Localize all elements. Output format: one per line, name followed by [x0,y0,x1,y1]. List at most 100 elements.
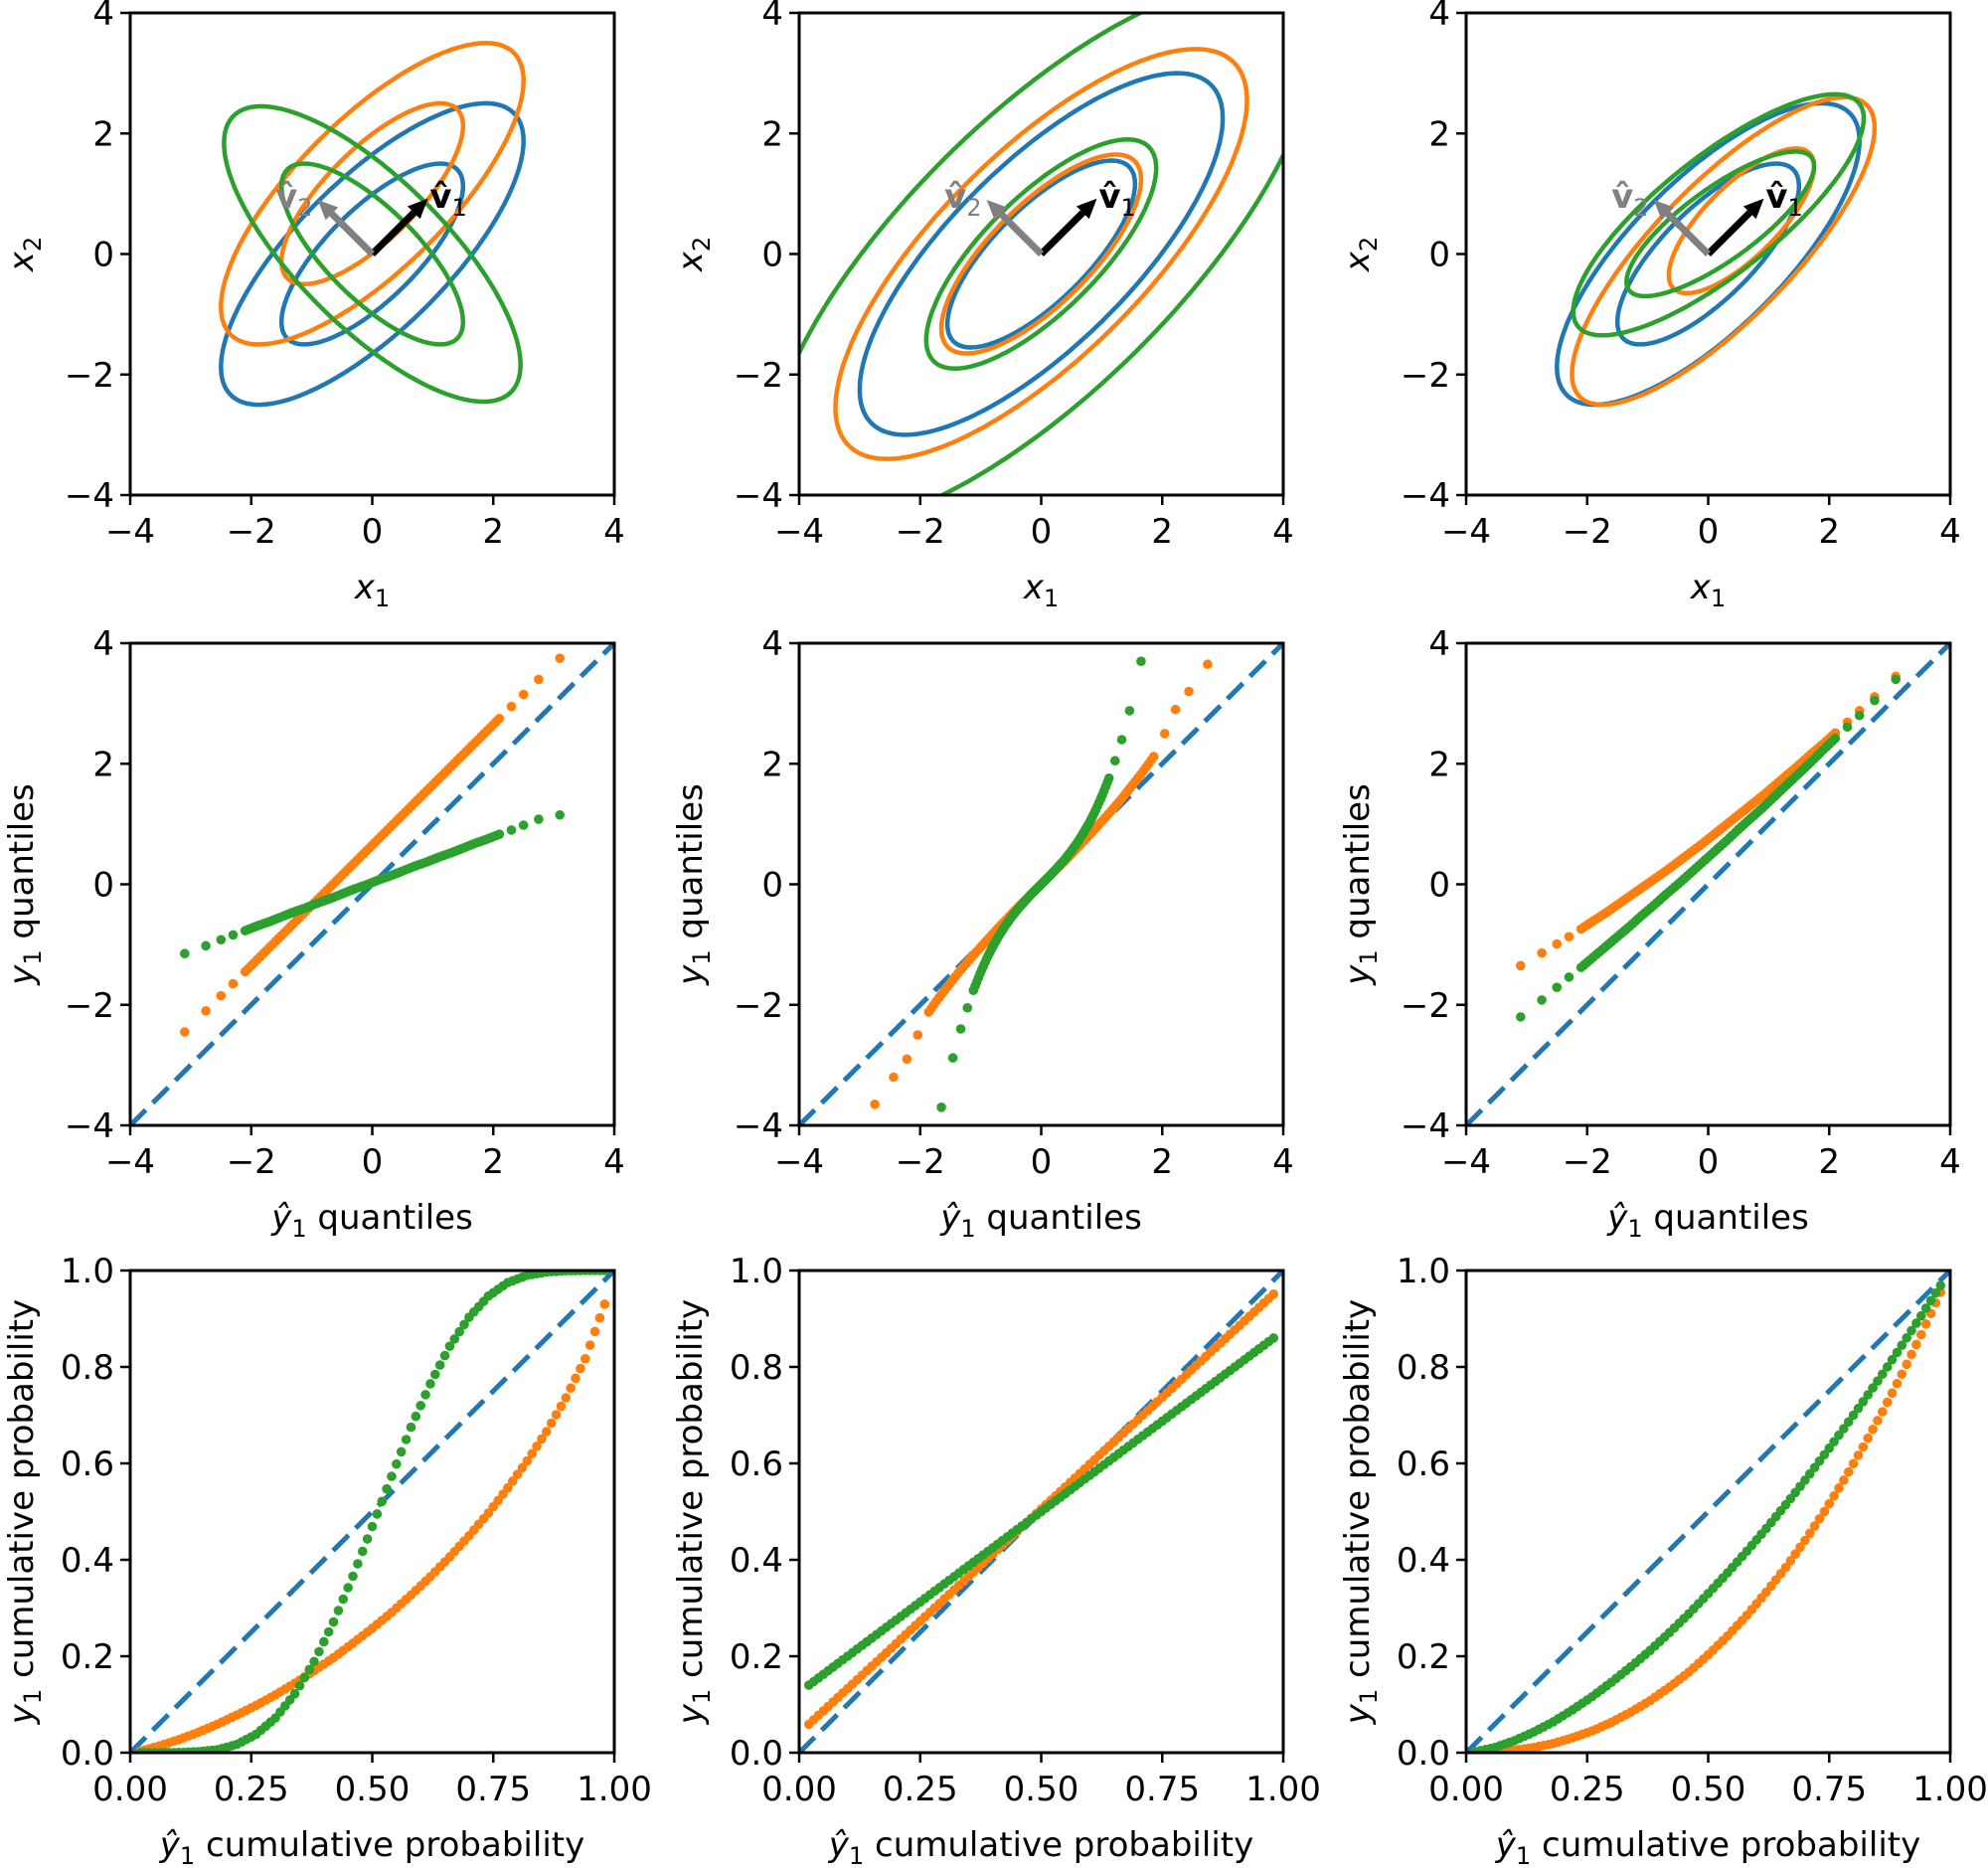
data-point [1854,710,1865,721]
data-point [1878,1369,1888,1380]
y-tick-label: 2 [1428,745,1450,784]
data-point [955,1024,966,1034]
x-tick-label: 0.75 [1124,1770,1200,1809]
plot-area [1555,91,1878,408]
y-tick-label: 0.8 [61,1348,114,1388]
data-point [1873,1376,1883,1386]
y-tick-label: −4 [65,1106,114,1146]
y-tick-label: −2 [65,356,114,396]
x-tick-label: −4 [1441,1142,1491,1182]
data-point [420,1390,430,1400]
x-axis-label: ŷ1 quantiles [1606,1198,1809,1243]
data-point [1800,1535,1810,1546]
scatter-series [179,809,566,959]
data-point [494,713,505,724]
data-point [1848,1410,1859,1421]
y-tick-label: 2 [761,114,783,154]
data-point [1829,1490,1839,1501]
data-point [401,1435,412,1444]
x-tick-label: 1.00 [1245,1770,1321,1809]
y-tick-label: 0.0 [730,1734,783,1774]
scatter-series [179,653,566,1037]
data-point [576,1363,585,1374]
y-tick-label: 0.6 [61,1444,114,1484]
data-point [1897,1340,1907,1350]
data-point [571,1373,580,1384]
y-axis-label: y1 cumulative probability [1338,1299,1383,1725]
data-point [372,1509,383,1519]
data-point [594,1312,605,1323]
data-point [1906,1325,1916,1336]
y-tick-label: −2 [65,986,114,1026]
data-point [503,1482,513,1493]
scatter-series [803,1288,1279,1730]
y-tick-label: 0 [92,236,114,275]
data-point [534,814,544,824]
reference-diagonal-line [799,1271,1283,1753]
data-point [201,1006,211,1016]
eigenvector-arrow-shaft [370,210,416,256]
y-axis-label: x2 [1338,237,1383,272]
scatter-series [803,1333,1279,1690]
x-tick-label: −4 [774,1142,824,1182]
plot-area [130,643,614,1125]
data-point [1915,1310,1926,1321]
eigenvector-arrow-head [986,199,1008,221]
data-point [1148,752,1159,762]
data-point [1843,1417,1854,1428]
x-axis-label: ŷ1 quantiles [270,1198,473,1243]
data-point [561,1393,572,1403]
data-point [228,930,239,940]
data-point [357,1546,368,1557]
data-point [566,1383,576,1394]
x-tick-label: −2 [227,512,276,552]
data-point [216,934,227,945]
y-tick-label: 0 [1428,866,1450,906]
x-tick-label: 0 [1698,1142,1720,1182]
y-axis-label: y1 quantiles [1338,783,1383,986]
x-tick-label: 0 [1031,1142,1053,1182]
data-point [1814,1513,1825,1524]
y-tick-label: 4 [761,0,783,34]
data-point [555,653,566,663]
data-point [430,1369,440,1380]
data-point [309,1656,319,1667]
data-point [1829,1437,1839,1446]
plot-area [1466,1271,1950,1753]
eigenvector-arrow-head [317,199,339,221]
data-point [228,978,239,989]
data-point [1830,733,1841,744]
data-point [1882,1362,1893,1372]
contour-ellipse [278,161,466,347]
data-point [537,1434,547,1444]
data-point [396,1446,407,1457]
data-point [1184,686,1194,697]
contour-ellipse [1614,161,1802,347]
data-point [1804,1528,1815,1539]
panel-3: v̂1 v̂2 −4 −2 0 2 4 −4 −2 0 2 4 x1 x2 [1338,0,1961,612]
y-tick-label: −4 [734,476,783,516]
data-point [1552,938,1563,949]
x-tick-label: −4 [774,512,824,552]
y-axis-label: y1 cumulative probability [671,1299,716,1725]
data-point [1819,1506,1830,1517]
x-tick-label: −4 [1441,512,1491,552]
x-axis-label: x1 [1690,568,1726,612]
y-tick-label: −2 [734,986,783,1026]
y-tick-label: 0.8 [1397,1348,1450,1388]
y-tick-label: 4 [761,624,783,664]
data-point [1920,1319,1931,1329]
x-tick-label: 4 [603,1142,625,1182]
x-tick-label: 2 [482,512,504,552]
x-tick-label: 2 [482,1142,504,1182]
x-axis-label: ŷ1 cumulative probability [159,1825,584,1868]
y-tick-label: −4 [65,476,114,516]
data-point [362,1534,373,1544]
data-point [494,829,505,839]
scatter-series [1470,1287,1946,1753]
data-point [1136,656,1146,666]
data-point [353,1559,363,1569]
y-tick-label: −4 [1401,476,1450,516]
data-point [304,1664,314,1675]
x-tick-label: 4 [1939,512,1961,552]
